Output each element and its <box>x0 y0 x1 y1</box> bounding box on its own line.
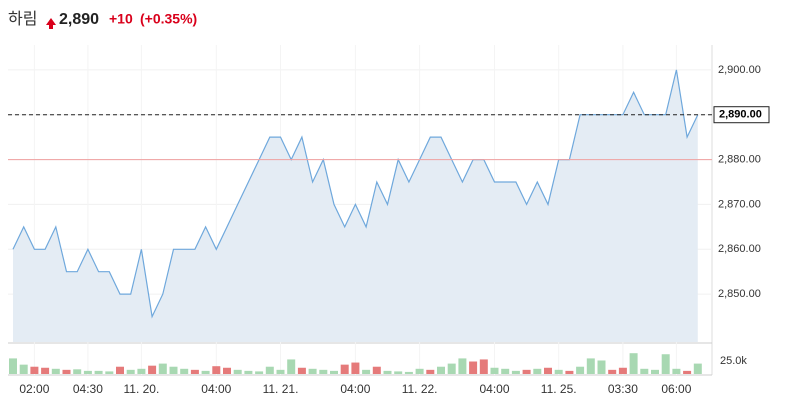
volume-bar <box>426 369 435 374</box>
x-tick-label: 11. 21. <box>263 382 299 396</box>
volume-bar <box>308 368 317 374</box>
x-tick-label: 06:00 <box>661 382 691 396</box>
volume-bar <box>201 370 210 374</box>
volume-bar <box>212 366 221 374</box>
volume-bar <box>9 358 17 374</box>
volume-bar <box>319 369 328 374</box>
y-tick-label: 2,900.00 <box>718 64 761 76</box>
x-tick-label: 04:00 <box>340 382 370 396</box>
volume-bar <box>30 366 39 374</box>
volume-bar <box>62 369 71 374</box>
volume-bar <box>608 369 617 374</box>
x-tick-label: 03:30 <box>608 382 638 396</box>
x-tick-label: 11. 22. <box>402 382 438 396</box>
volume-bar <box>255 371 264 374</box>
volume-bar <box>190 369 199 374</box>
volume-bar <box>265 366 274 374</box>
volume-bar <box>437 366 445 374</box>
volume-bar <box>287 359 296 374</box>
volume-bar <box>244 370 253 374</box>
volume-bar <box>693 363 702 374</box>
volume-bar <box>479 359 488 374</box>
up-arrow <box>46 18 56 29</box>
volume-bar <box>276 369 285 374</box>
volume-bar <box>169 366 178 374</box>
y-tick-label: 2,870.00 <box>718 198 761 210</box>
volume-bar <box>597 360 606 374</box>
change: +10 <box>109 11 133 27</box>
x-tick-label: 11. 25. <box>541 382 577 396</box>
volume-bar <box>683 370 692 374</box>
volume-bar <box>544 367 552 374</box>
x-tick-label: 04:30 <box>73 382 103 396</box>
volume-bar <box>522 369 531 374</box>
volume-bar <box>105 371 114 374</box>
volume-bar <box>223 367 231 374</box>
volume-bar <box>180 368 189 374</box>
x-tick-label: 11. 20. <box>123 382 159 396</box>
volume-bar <box>651 369 659 374</box>
volume-bar <box>297 367 306 374</box>
volume-bar <box>415 368 424 374</box>
volume-bar <box>469 361 478 374</box>
volume-bar <box>233 369 242 374</box>
volume-bar <box>533 368 542 374</box>
change-percent: (+0.35%) <box>140 11 197 27</box>
volume-bar <box>126 369 135 374</box>
volume-bar <box>116 366 124 374</box>
y-tick-label: 2,880.00 <box>718 153 761 165</box>
volume-bar <box>83 370 92 374</box>
volume-bar <box>351 362 360 374</box>
area-fill <box>13 69 698 343</box>
price: 2,890 <box>59 11 99 28</box>
volume-bar <box>51 368 60 374</box>
volume-bar <box>372 366 381 374</box>
volume-bar <box>661 354 670 374</box>
volume-bar <box>330 370 338 374</box>
volume-bar <box>340 364 349 374</box>
volume-bar <box>73 369 82 374</box>
volume-bar <box>618 367 627 374</box>
volume-bar <box>554 369 563 374</box>
volume-bar <box>640 368 649 374</box>
volume-bar <box>158 363 167 374</box>
volume-bar <box>404 371 413 374</box>
x-tick-label: 04:00 <box>479 382 509 396</box>
volume-bar <box>447 363 456 374</box>
current-price-box <box>713 106 770 124</box>
volume-bar <box>394 371 403 374</box>
stock-name: 하림 <box>8 10 37 28</box>
volume-bar <box>94 370 103 374</box>
volume-bar <box>458 358 467 374</box>
volume-bar <box>501 368 510 374</box>
volume-bar <box>586 358 595 374</box>
volume-bar <box>576 366 585 374</box>
volume-bar <box>383 370 392 374</box>
current-price-label: 2,890.00 <box>719 109 762 121</box>
x-tick-label: 04:00 <box>201 382 231 396</box>
x-tick-label: 02:00 <box>19 382 49 396</box>
y-tick-label: 2,860.00 <box>718 243 761 255</box>
y-tick-label: 2,850.00 <box>718 288 761 300</box>
volume-tick-label: 25.0k <box>720 355 747 367</box>
volume-bar <box>672 368 681 374</box>
volume-bar <box>362 369 371 374</box>
volume-bar <box>41 367 50 374</box>
volume-bar <box>565 370 574 374</box>
volume-bar <box>19 364 28 374</box>
volume-bar <box>137 368 146 374</box>
volume-bar <box>629 353 638 374</box>
volume-bar <box>148 365 157 374</box>
volume-bar <box>511 370 520 374</box>
volume-bar <box>490 367 499 374</box>
